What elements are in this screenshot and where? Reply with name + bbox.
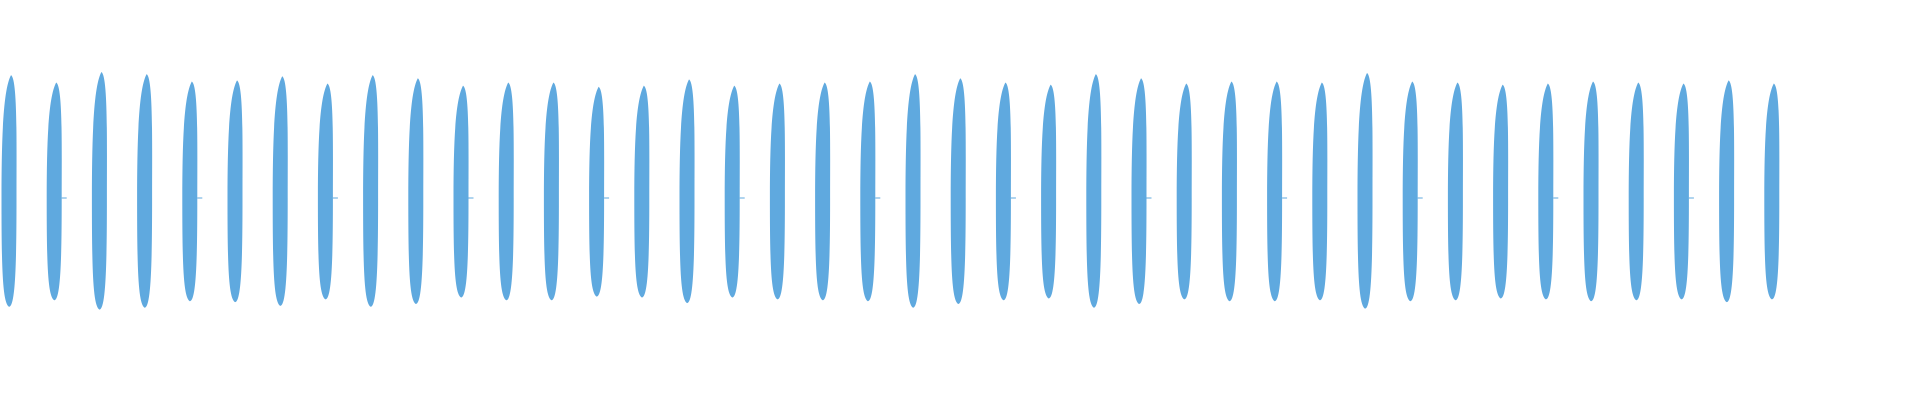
wave-blob [1176, 83, 1192, 300]
wave-blob [1312, 82, 1328, 301]
wave-blob [182, 81, 198, 302]
wave-blob [679, 79, 695, 304]
wave-blob [634, 85, 650, 298]
wave-blob [1086, 74, 1102, 308]
wave-blob [1764, 83, 1780, 300]
wave-blob [1, 75, 17, 307]
wave-blob [227, 80, 243, 303]
wave-blob [272, 76, 288, 306]
wave-blob [1673, 83, 1689, 300]
wave-blob [453, 85, 469, 298]
wave-blob [543, 82, 559, 301]
wave-blob [1221, 81, 1237, 302]
wave-blob [408, 78, 424, 305]
wave-blob [91, 72, 107, 310]
wave-blob [1357, 73, 1373, 309]
wave-blob [46, 82, 62, 301]
waveform [1, 72, 1780, 310]
wave-blob [317, 83, 333, 300]
wave-blob [1538, 83, 1554, 300]
wave-blob [815, 82, 831, 301]
wave-blob [1402, 81, 1418, 302]
wave-blob [769, 83, 785, 300]
wave-blob [498, 82, 514, 301]
wave-blob [1041, 84, 1057, 299]
wave-blob [860, 81, 876, 302]
wave-blob [950, 78, 966, 305]
wave-blob [1447, 82, 1463, 301]
wave-blob [1267, 81, 1283, 302]
wave-blob [995, 82, 1011, 301]
wave-blob [1131, 78, 1147, 305]
wave-blob [905, 74, 921, 308]
wave-blob [363, 75, 379, 307]
wave-blob [1628, 82, 1644, 301]
wave-blob [137, 74, 153, 308]
wave-blob [1583, 81, 1599, 302]
wave-blob [1493, 84, 1509, 299]
wave-blob [1719, 80, 1735, 303]
wave-blob [724, 85, 740, 298]
wave-blob [589, 86, 605, 297]
